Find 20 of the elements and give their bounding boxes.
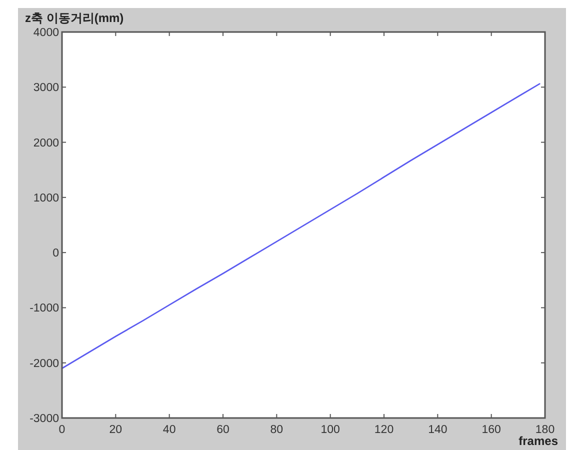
x-tick-label: 180: [535, 424, 555, 436]
y-tick-label: -3000: [30, 413, 59, 425]
line-series: [61, 83, 540, 370]
x-tick-label: 120: [374, 424, 394, 436]
x-axis-title: frames: [518, 434, 558, 448]
y-tick-label: 1000: [33, 192, 59, 204]
y-tick-label: -2000: [30, 358, 59, 370]
y-axis-title: z축 이동거리(mm): [25, 11, 124, 25]
x-tick-label: 140: [428, 424, 448, 436]
y-tick-label: -1000: [30, 302, 59, 315]
y-tick-label: 3000: [33, 82, 59, 94]
x-tick-label: 160: [482, 424, 501, 436]
y-tick-label: 0: [52, 248, 59, 260]
x-tick-label: 20: [109, 424, 122, 436]
y-tick-label: 2000: [33, 137, 59, 150]
x-tick-label: 100: [320, 424, 340, 436]
x-tick-label: 80: [270, 424, 284, 436]
y-tick-label: 4000: [33, 27, 59, 39]
x-tick-label: 60: [216, 424, 230, 436]
x-tick-label: 40: [162, 424, 176, 436]
